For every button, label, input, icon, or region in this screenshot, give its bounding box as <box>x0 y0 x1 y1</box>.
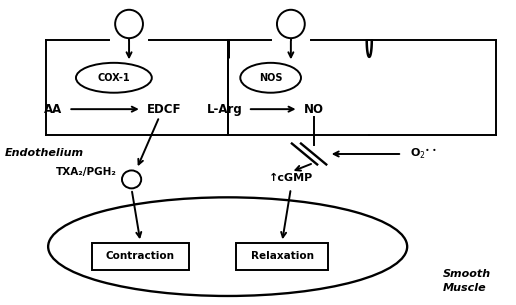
Text: O$_2$$^{\bullet\bullet}$: O$_2$$^{\bullet\bullet}$ <box>410 147 437 161</box>
Text: Relaxation: Relaxation <box>251 251 314 261</box>
Text: AA: AA <box>44 103 62 116</box>
Ellipse shape <box>48 197 407 296</box>
Text: Smooth: Smooth <box>443 269 491 278</box>
Ellipse shape <box>115 10 143 38</box>
Ellipse shape <box>240 63 301 93</box>
Text: Muscle: Muscle <box>443 284 486 293</box>
Ellipse shape <box>122 170 141 188</box>
FancyBboxPatch shape <box>236 243 328 270</box>
Text: L-Arg: L-Arg <box>207 103 243 116</box>
FancyBboxPatch shape <box>92 243 189 270</box>
Text: ↑cGMP: ↑cGMP <box>269 173 313 183</box>
Ellipse shape <box>76 63 152 93</box>
Ellipse shape <box>277 10 305 38</box>
Text: NOS: NOS <box>259 73 282 83</box>
Text: Contraction: Contraction <box>106 251 175 261</box>
Text: Endothelium: Endothelium <box>5 148 84 157</box>
Text: COX-1: COX-1 <box>98 73 130 83</box>
Text: NO: NO <box>303 103 324 116</box>
Text: TXA₂/PGH₂: TXA₂/PGH₂ <box>56 167 117 177</box>
Text: EDCF: EDCF <box>147 103 182 116</box>
